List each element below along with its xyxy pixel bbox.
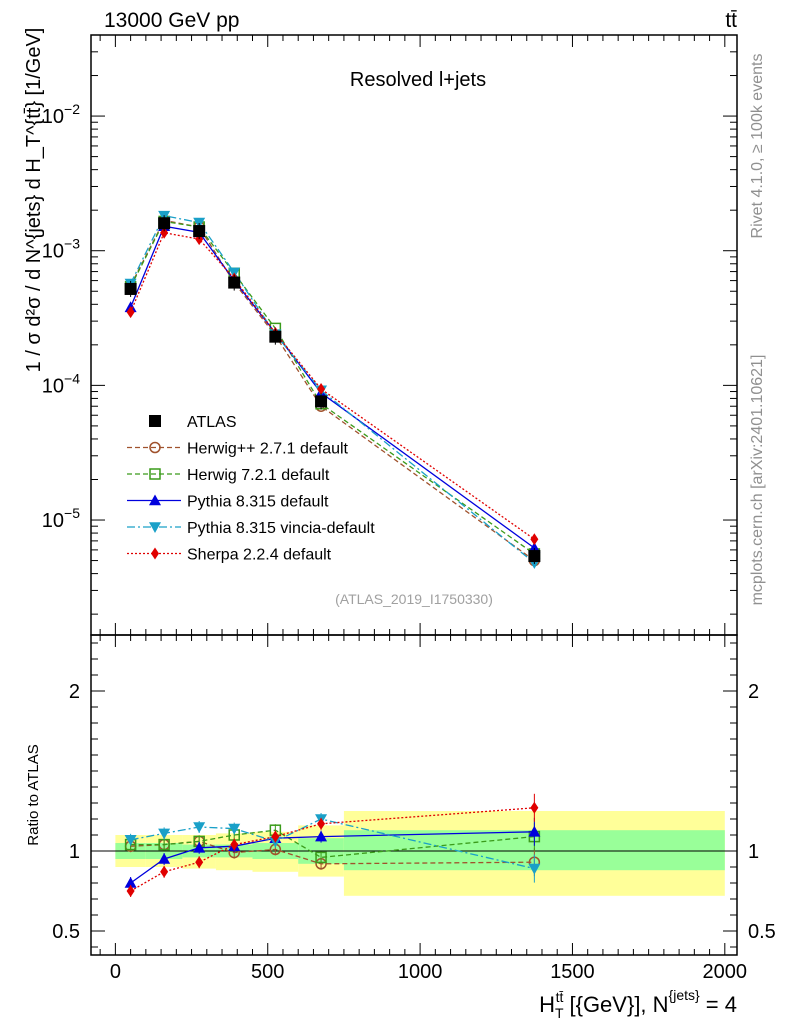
x-axis-label-end: = 4 — [700, 992, 737, 1017]
plot-title: Resolved l+jets — [350, 69, 486, 91]
ratio-series-point — [158, 853, 171, 864]
ratio-series-point — [271, 830, 280, 843]
atlas-data-layer — [124, 215, 541, 565]
main-y-tick-label: 10−3 — [42, 236, 80, 263]
watermark: (ATLAS_2019_I1750330) — [335, 591, 493, 607]
main-series-line — [130, 214, 535, 564]
atlas-data-point — [315, 395, 328, 408]
legend-label: Pythia 8.315 vincia-default — [187, 520, 375, 537]
x-tick-label: 1000 — [398, 961, 443, 983]
legend-marker — [149, 441, 161, 454]
ratio-y-tick-label-right: 1 — [748, 841, 759, 863]
ratio-frame — [90, 634, 738, 956]
ratio-series-point — [315, 830, 328, 842]
ratio-series-point — [158, 838, 170, 851]
main-y-tick-exp: −3 — [64, 236, 80, 252]
ratio-y-tick-label: 0.5 — [52, 921, 80, 943]
side-text-top: Rivet 4.1.0, ≥ 100k events — [749, 54, 766, 239]
ratio-y-tick-label: 1 — [69, 841, 80, 863]
legend-label: Sherpa 2.2.4 default — [187, 547, 332, 564]
ratio-series-point — [124, 835, 137, 846]
ratio-series-point — [530, 801, 539, 814]
ratio-y-tick-label: 2 — [69, 681, 80, 703]
atlas-data-point — [193, 225, 206, 238]
ratio-series-point — [230, 838, 239, 851]
x-tick-label: 0 — [110, 961, 121, 983]
main-y-tick-base: 10 — [42, 510, 64, 532]
main-y-tick-label: 10−5 — [42, 505, 80, 532]
main-series-point — [530, 533, 539, 546]
legend-marker — [151, 547, 159, 560]
ratio-series-point — [126, 885, 135, 897]
legend-label: Herwig 7.2.1 default — [187, 467, 330, 484]
side-text-bottom: mcplots.cern.ch [arXiv:2401.10621] — [749, 355, 766, 606]
main-y-tick-base: 10 — [42, 241, 64, 263]
main-frame — [90, 34, 738, 636]
ratio-series-point — [195, 856, 204, 869]
x-tick-label: 2000 — [703, 961, 748, 983]
main-series-point — [160, 226, 169, 239]
ratio-series-point — [228, 823, 241, 835]
x-tick-label: 1500 — [550, 961, 595, 983]
ratio-series-point — [315, 851, 327, 864]
atlas-data-point — [158, 217, 171, 230]
ratio-y-axis-label: Ratio to ATLAS — [25, 744, 42, 845]
ratio-series-point — [193, 822, 206, 833]
legend-label: Pythia 8.315 default — [187, 494, 329, 511]
ratio-series-point — [124, 877, 137, 888]
plot-frames — [90, 34, 738, 956]
main-y-tick-exp: −4 — [64, 370, 80, 386]
ratio-series-point — [193, 841, 206, 853]
header-left: 13000 GeV pp — [104, 9, 239, 32]
main-series-point — [317, 382, 326, 395]
legend-atlas-marker — [149, 415, 161, 427]
ratio-series-point — [317, 817, 326, 830]
x-tick-label: 500 — [251, 961, 284, 983]
ratio-series-point — [528, 825, 541, 837]
main-y-tick-base: 10 — [42, 375, 64, 397]
main-series-point — [126, 306, 135, 319]
main-y-tick-base: 10 — [42, 106, 64, 128]
main-y-tick-exp: −5 — [64, 505, 80, 521]
atlas-data-point — [269, 330, 282, 343]
legend-marker — [149, 522, 161, 533]
x-axis-label-sup: tt̄ — [556, 989, 564, 1005]
x-axis-label-main: H — [539, 992, 555, 1017]
legend-label: Herwig++ 2.7.1 default — [187, 441, 349, 458]
x-axis-label-sup2: {jets} — [669, 987, 700, 1003]
header-right: tt̄ — [725, 9, 737, 32]
legend-marker — [149, 468, 161, 480]
atlas-data-point — [228, 276, 241, 289]
main-y-tick-label: 10−4 — [42, 370, 80, 397]
x-axis-label: HTtt̄ [{GeV}], N{jets} = 4 — [539, 987, 737, 1021]
main-y-tick-label: 10−2 — [42, 101, 80, 128]
x-axis-label-sub: T — [555, 1005, 564, 1021]
legend: ATLAS Herwig++ 2.7.1 default Herwig 7.2.1 … — [127, 414, 375, 564]
x-axis-label-rest: [{GeV}], N — [563, 992, 668, 1017]
atlas-data-point — [528, 550, 541, 563]
legend-atlas-label: ATLAS — [187, 414, 237, 431]
ratio-y-tick-label-right: 2 — [748, 681, 759, 703]
ratio-series-point — [528, 863, 541, 875]
ratio-uncertainty-bands — [91, 811, 737, 896]
ratio-y-tick-label-right: 0.5 — [748, 921, 776, 943]
atlas-data-point — [124, 282, 137, 295]
main-y-tick-exp: −2 — [64, 101, 80, 117]
ratio-series-point — [160, 865, 169, 878]
main-y-axis-label: 1 / σ d²σ / d N^{jets} d H_T^{tt̄} [1/Ge… — [23, 28, 45, 373]
legend-marker — [149, 494, 161, 506]
ratio-series-point — [158, 828, 171, 840]
